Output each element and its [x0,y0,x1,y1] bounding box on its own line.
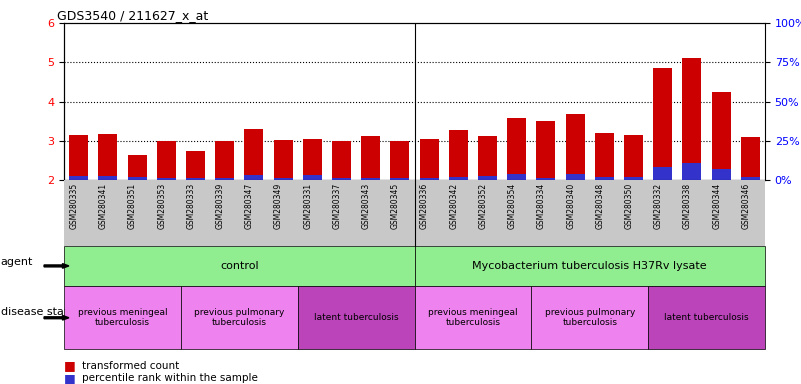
Text: GSM280335: GSM280335 [70,182,78,228]
Text: GSM280352: GSM280352 [478,182,488,228]
Text: GSM280351: GSM280351 [128,182,137,228]
Bar [332,178,351,180]
Text: latent tuberculosis: latent tuberculosis [664,313,749,322]
Bar [186,178,205,180]
Text: GSM280353: GSM280353 [157,182,167,228]
Bar [682,163,702,180]
Bar [449,130,468,180]
Bar [741,137,760,180]
Bar [244,175,264,180]
Bar [478,176,497,180]
Bar [390,178,409,180]
Bar [215,178,234,180]
Text: GSM280354: GSM280354 [508,182,517,228]
Bar [332,141,351,180]
Text: GSM280334: GSM280334 [537,182,546,228]
Text: GSM280341: GSM280341 [99,182,108,228]
Bar [99,176,118,180]
Bar [303,175,322,180]
Bar [595,133,614,180]
Text: percentile rank within the sample: percentile rank within the sample [82,373,258,383]
Text: previous meningeal
tuberculosis: previous meningeal tuberculosis [78,308,167,328]
Bar [566,174,585,180]
Bar [69,135,88,180]
Bar [361,136,380,180]
Text: GSM280350: GSM280350 [625,182,634,228]
Bar [537,121,555,180]
Text: GDS3540 / 211627_x_at: GDS3540 / 211627_x_at [57,9,208,22]
Bar [566,114,585,180]
Bar [303,139,322,180]
Text: previous pulmonary
tuberculosis: previous pulmonary tuberculosis [545,308,635,328]
Bar [420,178,439,180]
Text: GSM280332: GSM280332 [654,182,662,228]
Bar [711,92,731,180]
Bar [682,58,702,180]
Text: GSM280337: GSM280337 [332,182,341,228]
Bar [274,140,292,180]
Text: Mycobacterium tuberculosis H37Rv lysate: Mycobacterium tuberculosis H37Rv lysate [473,261,707,271]
Bar [624,135,643,180]
Text: GSM280342: GSM280342 [449,182,458,228]
Bar [654,68,672,180]
Text: GSM280348: GSM280348 [595,182,604,228]
Text: GSM280333: GSM280333 [187,182,195,228]
Text: GSM280336: GSM280336 [420,182,429,228]
Bar [69,176,88,180]
Text: GSM280347: GSM280347 [245,182,254,228]
Text: GSM280338: GSM280338 [683,182,692,228]
Bar [274,178,292,180]
Bar [99,134,118,180]
Bar [537,178,555,180]
Text: GSM280346: GSM280346 [742,182,751,228]
Text: GSM280331: GSM280331 [304,182,312,228]
Bar [507,174,526,180]
Text: GSM280345: GSM280345 [391,182,400,228]
Text: previous meningeal
tuberculosis: previous meningeal tuberculosis [428,308,517,328]
Bar [157,178,175,180]
Text: agent: agent [1,257,33,267]
Bar [390,141,409,180]
Text: transformed count: transformed count [82,361,179,371]
Bar [507,118,526,180]
Bar [420,139,439,180]
Text: GSM280344: GSM280344 [712,182,721,228]
Bar [157,141,175,180]
Text: GSM280349: GSM280349 [274,182,283,228]
Bar [595,177,614,180]
Bar [478,136,497,180]
Bar [244,129,264,180]
Bar [624,177,643,180]
Text: GSM280340: GSM280340 [566,182,575,228]
Text: disease state: disease state [1,307,75,317]
Bar [215,141,234,180]
Text: ■: ■ [64,359,76,372]
Text: latent tuberculosis: latent tuberculosis [314,313,398,322]
Bar [711,169,731,180]
Text: control: control [220,261,259,271]
Text: GSM280343: GSM280343 [362,182,371,228]
Bar [127,155,147,180]
Bar [127,177,147,180]
Text: GSM280339: GSM280339 [215,182,225,228]
Bar [654,167,672,180]
Text: ■: ■ [64,372,76,384]
Bar [449,177,468,180]
Text: previous pulmonary
tuberculosis: previous pulmonary tuberculosis [194,308,284,328]
Bar [741,177,760,180]
Bar [361,178,380,180]
Bar [186,151,205,180]
